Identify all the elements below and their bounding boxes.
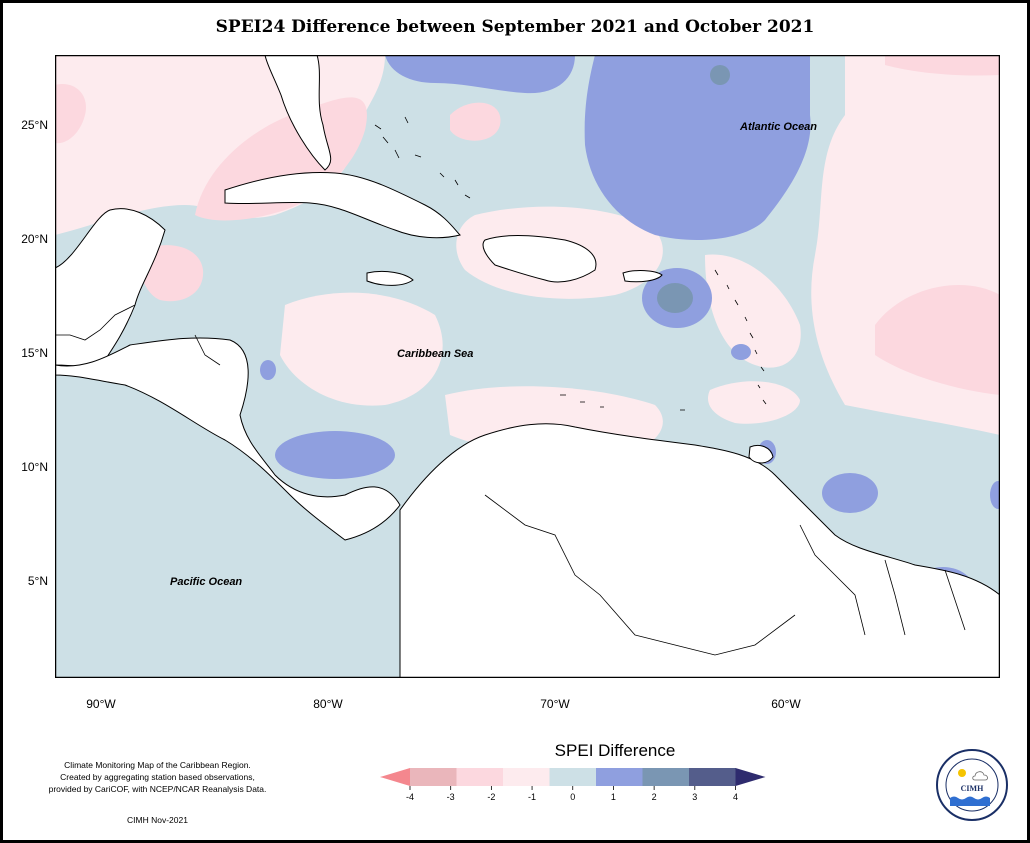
pink-zone-east	[875, 285, 1000, 395]
blue-zone-north	[385, 55, 575, 94]
legend-arrow-low	[380, 768, 410, 786]
legend-tick-label: -3	[447, 792, 455, 802]
legend-tick-label: -2	[487, 792, 495, 802]
land-florida	[264, 55, 332, 171]
map-title: SPEI24 Difference between September 2021…	[215, 17, 815, 37]
legend-tick-label: 2	[652, 792, 657, 802]
y-tick-10n: 10°N	[21, 460, 48, 474]
small-islands	[374, 116, 767, 411]
y-tick-25n: 25°N	[21, 118, 48, 132]
legend-tick-label: 4	[733, 792, 738, 802]
legend-swatch	[456, 768, 504, 786]
legend-tick-label: -4	[406, 792, 414, 802]
pink-zone-bahamas	[450, 102, 501, 141]
pink-zone-ne-top	[885, 55, 1000, 76]
legend-swatch	[689, 768, 736, 786]
logo-text: CIMH	[961, 784, 984, 793]
blue-zone-ne-small	[822, 473, 878, 513]
cloud-icon	[972, 771, 988, 781]
label-pacific-ocean: Pacific Ocean	[170, 576, 242, 588]
legend-swatch	[549, 768, 597, 786]
blue-zone-small-barbados	[731, 344, 751, 360]
legend-tick-label: 3	[692, 792, 697, 802]
x-tick-80w: 80°W	[313, 697, 343, 711]
pink-zone-yucatan	[140, 245, 204, 302]
legend-colorbar: -4 -3 -2 -1 0 1 2 3 4	[380, 768, 766, 802]
note-line-3: provided by CariCOF, with NCEP/NCAR Rean…	[48, 784, 267, 794]
sun-icon	[958, 769, 966, 777]
borders	[55, 304, 966, 656]
y-tick-15n: 15°N	[21, 346, 48, 360]
land-trinidad	[748, 444, 774, 464]
blue-zone-small-honduras	[260, 360, 276, 380]
legend-swatch	[596, 768, 643, 786]
land-cuba	[224, 171, 461, 239]
legend-arrow-high	[735, 768, 766, 786]
legend-tick-label: 1	[611, 792, 616, 802]
legend-swatch	[642, 768, 690, 786]
land-south-america	[399, 423, 1000, 678]
legend-swatch	[503, 768, 550, 786]
map-description: Climate Monitoring Map of the Caribbean …	[20, 759, 295, 795]
pink-zone-antilles	[705, 254, 801, 368]
steel-spot-atlantic	[710, 65, 730, 85]
legend-tick-label: 0	[570, 792, 575, 802]
pink-zone-gulf-left	[55, 84, 86, 144]
land-hispaniola	[482, 235, 597, 283]
legend-swatch	[410, 768, 457, 786]
y-tick-5n: 5°N	[27, 574, 48, 588]
steel-zone-puerto-rico	[657, 283, 693, 313]
legend-tick-label: -1	[528, 792, 536, 802]
note-line-2: Created by aggregating station based obs…	[60, 772, 255, 782]
blue-zone-nicaragua	[275, 431, 395, 479]
land-jamaica	[366, 270, 414, 286]
spei-map: Atlantic Ocean Caribbean Sea Pacific Oce…	[55, 55, 1000, 678]
x-tick-70w: 70°W	[540, 697, 570, 711]
blue-zone-edge	[990, 481, 1000, 509]
note-line-1: Climate Monitoring Map of the Caribbean …	[64, 760, 251, 770]
cimh-logo: CIMH	[936, 749, 1008, 821]
land-central-america	[55, 337, 401, 541]
y-tick-20n: 20°N	[21, 232, 48, 246]
label-atlantic-ocean: Atlantic Ocean	[739, 121, 817, 133]
legend-title: SPEI Difference	[554, 741, 676, 760]
x-tick-90w: 90°W	[86, 697, 116, 711]
pink-zone-central	[280, 292, 443, 406]
map-credit: CIMH Nov-2021	[127, 815, 188, 825]
map-border	[55, 55, 1000, 678]
blue-zone-atlantic	[584, 55, 811, 240]
land-puerto-rico	[622, 270, 663, 283]
land-masses	[55, 55, 1000, 678]
waves-icon	[950, 796, 990, 806]
x-tick-60w: 60°W	[771, 697, 801, 711]
label-caribbean-sea: Caribbean Sea	[397, 348, 473, 360]
pink-zone-trinidad	[707, 381, 800, 424]
